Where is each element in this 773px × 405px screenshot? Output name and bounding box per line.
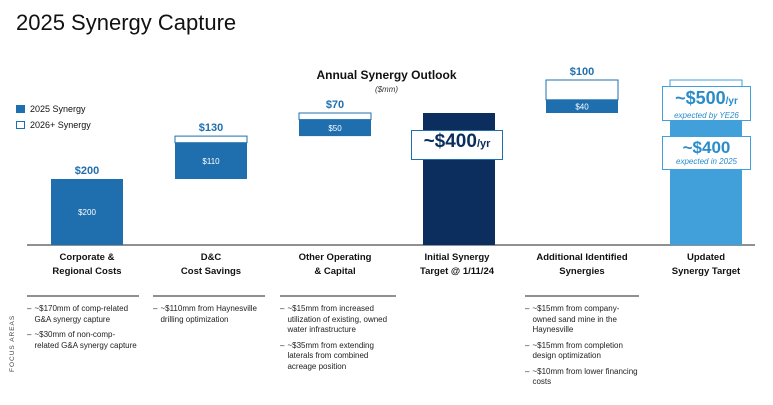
- updated-2025-value: ~$400: [682, 138, 731, 157]
- bar-2025-filled: [299, 119, 371, 137]
- note-item: – ~$110mm from Haynesville drilling optim…: [153, 304, 258, 324]
- bar-2025-filled: [51, 179, 123, 245]
- note-item: – ~$15mm from completion design optimizat…: [525, 340, 623, 361]
- chart-subtitle: ($mm): [374, 85, 399, 94]
- category-label-other: Other Operating & Capital: [298, 252, 372, 277]
- category-label-updated: Updated Synergy Target: [671, 252, 741, 277]
- focus-areas-label: FOCUS AREAS: [9, 314, 16, 372]
- initial-target-callout: ~$400/yr: [411, 130, 503, 160]
- legend-label-2025: 2025 Synergy: [30, 104, 86, 114]
- notes-other: – ~$15mm from increased utilization of ex…: [280, 304, 396, 377]
- notes-corporate: – ~$170mm of comp-related G&A synergy cap…: [27, 304, 139, 356]
- bar-total-label: $130: [199, 122, 223, 134]
- legend-label-2026: 2026+ Synergy: [30, 120, 91, 130]
- bar-2025-filled: [670, 113, 742, 245]
- updated-callout-unit: /yr: [725, 96, 738, 107]
- notes-dc: – ~$110mm from Haynesville drilling optim…: [153, 304, 265, 330]
- note-item: – ~$35mm from extending laterals from com…: [280, 340, 374, 371]
- page-title: 2025 Synergy Capture: [16, 10, 237, 35]
- note-item: – ~$170mm of comp-related G&A synergy cap…: [27, 304, 129, 324]
- bar-2026-outline: [545, 79, 619, 101]
- legend-item-2026: 2026+ Synergy: [16, 120, 91, 130]
- category-label-additional: Additional Identified Synergies: [536, 252, 628, 277]
- category-label-initial: Initial Synergy Target @ 1/11/24: [419, 252, 495, 277]
- category-label-corporate: Corporate & Regional Costs: [52, 252, 122, 277]
- updated-2025-callout: ~$400 expected in 2025: [662, 136, 751, 170]
- updated-target-callout: ~$500/yr expected by YE26: [662, 86, 751, 121]
- updated-callout-note: expected by YE26: [674, 111, 739, 120]
- bar-filled-label: $50: [328, 124, 342, 133]
- bar-total-label: $100: [570, 66, 594, 78]
- note-item: – ~$15mm from company-owned sand mine in …: [525, 304, 620, 334]
- updated-2025-note: expected in 2025: [676, 157, 737, 166]
- legend-swatch-outline: [16, 121, 25, 129]
- note-item: – ~$15mm from increased utilization of ex…: [280, 304, 388, 334]
- bar-filled-label: $110: [202, 157, 220, 166]
- chart-title: Annual Synergy Outlook: [316, 68, 457, 82]
- bar-2025-filled: [546, 99, 618, 113]
- initial-callout-unit: /yr: [476, 138, 491, 150]
- bar-2025-filled: [175, 142, 247, 179]
- bar-filled-label: $40: [575, 102, 589, 111]
- bar-total-label: $200: [75, 165, 99, 177]
- note-item: – ~$30mm of non-comp-related G&A synergy …: [27, 330, 137, 350]
- bar-2026-outline: [298, 112, 372, 121]
- legend-item-2025: 2025 Synergy: [16, 104, 86, 114]
- bar-filled-label: $200: [78, 208, 96, 217]
- note-item: – ~$10mm from lower financing costs: [525, 366, 638, 387]
- legend-swatch-filled: [16, 105, 25, 113]
- bar-2026-outline: [174, 135, 248, 144]
- updated-callout-value: ~$500: [675, 88, 726, 108]
- bar-total-label: $70: [326, 99, 344, 111]
- notes-additional: – ~$15mm from company-owned sand mine in …: [525, 304, 639, 393]
- initial-callout-value: ~$400: [423, 131, 477, 152]
- category-label-dc: D&C Cost Savings: [180, 252, 242, 277]
